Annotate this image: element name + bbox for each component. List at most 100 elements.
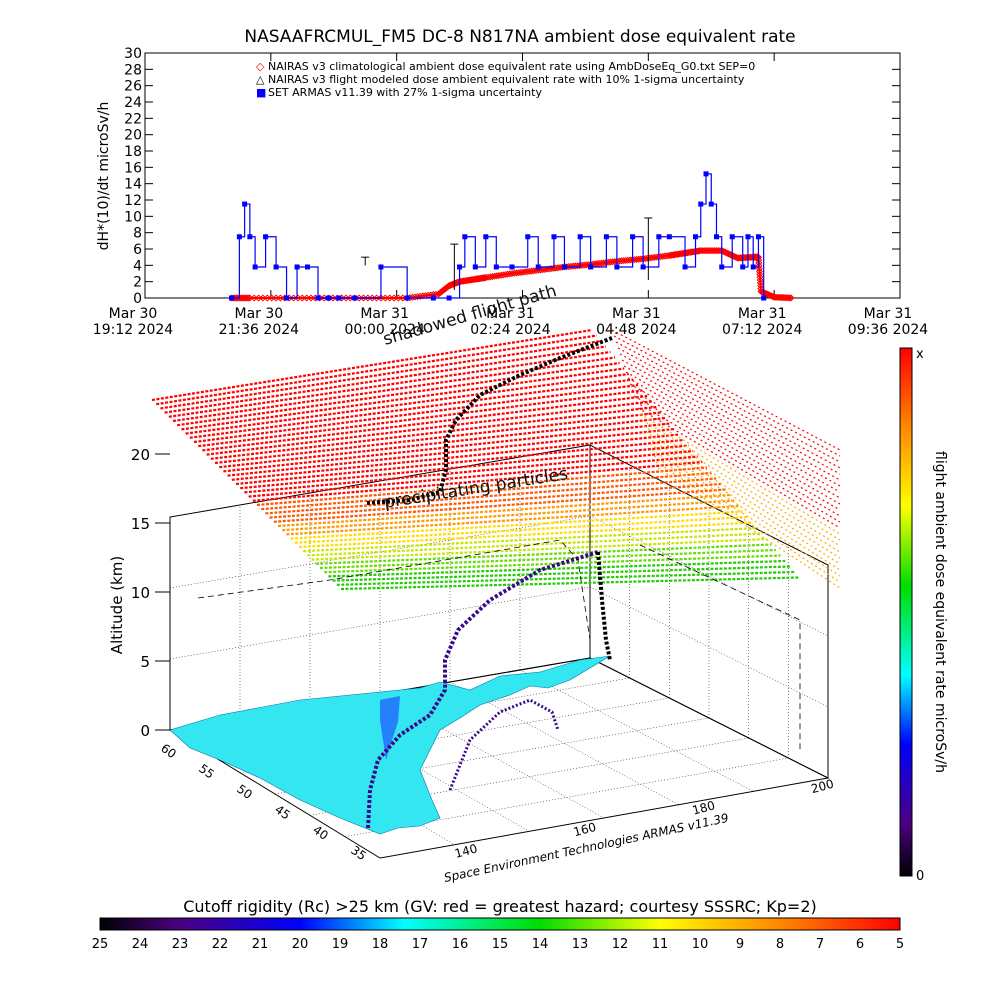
series-nairas-point <box>259 294 267 302</box>
series-nairas-point <box>386 294 394 302</box>
horizontal-colorbar-tick-label: 13 <box>572 937 589 952</box>
latitude-tick-label: 50 <box>234 782 255 802</box>
particle-band-line <box>311 537 767 561</box>
y-tick-label: 14 <box>124 177 142 193</box>
wall-grid-line <box>589 586 829 708</box>
particle-band-line <box>240 444 689 490</box>
horizontal-colorbar-tick-label: 23 <box>172 937 189 952</box>
horizontal-colorbar-tick-label: 22 <box>212 937 229 952</box>
series-armas-point <box>326 295 332 301</box>
series-armas-point <box>305 264 311 270</box>
particle-band-line <box>185 372 629 435</box>
wall-grid-line <box>589 444 829 566</box>
series-nairas-point <box>390 294 398 302</box>
back-wall-right <box>589 444 829 779</box>
series-nairas-point <box>355 294 363 302</box>
horizontal-colorbar <box>99 917 901 931</box>
particle-side-line <box>641 419 841 541</box>
y-tick-label: 0 <box>133 291 142 307</box>
particle-band-line <box>294 515 749 544</box>
x-tick-label-date: Mar 31 <box>738 306 787 322</box>
particle-band-line <box>193 383 639 444</box>
particle-side-line <box>621 359 841 481</box>
particle-band-line <box>168 350 611 418</box>
particle-band-line <box>181 367 625 431</box>
altitude-ticks: 0 5 10 15 20 <box>131 446 170 740</box>
series-nairas-point <box>329 294 337 302</box>
vertical-colorbar-bottom-label: 0 <box>916 869 924 884</box>
series-nairas-point <box>290 294 298 302</box>
horizontal-colorbar-tick-label: 5 <box>896 937 904 952</box>
particle-band-line <box>273 488 726 523</box>
particle-side-line <box>633 395 841 517</box>
series-armas-point <box>630 234 636 240</box>
particle-band-line <box>277 493 731 528</box>
altitude-tick-label: 20 <box>131 446 150 464</box>
particle-band-line <box>286 504 740 536</box>
series-armas-point <box>719 264 725 270</box>
horizontal-colorbar-tick-label: 9 <box>736 937 744 952</box>
series-armas-point <box>698 201 704 207</box>
particle-band-line <box>315 543 772 565</box>
longitude-tick-label: 180 <box>691 798 717 817</box>
particle-band-line <box>252 460 703 502</box>
series-nairas-point <box>263 294 271 302</box>
altitude-tick-label: 0 <box>140 722 150 740</box>
latitude-tick-label: 45 <box>272 802 293 822</box>
series-armas-point <box>294 264 300 270</box>
particle-band-line <box>265 477 717 515</box>
particle-band-line <box>210 405 657 460</box>
series-armas-point <box>252 264 258 270</box>
series-armas-point <box>603 234 609 240</box>
horizontal-colorbar-tick-label: 6 <box>856 937 864 952</box>
particle-band-line <box>227 427 675 477</box>
latitude-tick-label: 35 <box>348 843 369 863</box>
series-nairas-point <box>244 294 252 302</box>
series-nairas-point <box>276 294 284 302</box>
particle-side-line <box>651 449 841 571</box>
particle-band-line <box>160 339 602 410</box>
legend-symbol: ■ <box>256 86 266 99</box>
series-armas-point <box>703 171 709 177</box>
horizontal-colorbar-tick-label: 20 <box>292 937 309 952</box>
series-armas-point <box>750 264 756 270</box>
particle-band-line <box>248 455 698 498</box>
longitude-ticks: 140 160 180 200 <box>453 777 835 861</box>
series-armas-point <box>315 295 321 301</box>
particle-band-line <box>261 471 712 511</box>
x-tick-label-date: Mar 31 <box>486 306 535 322</box>
horizontal-colorbar-tick-label: 25 <box>92 937 109 952</box>
series-nairas-point <box>342 294 350 302</box>
series-armas-point <box>656 234 662 240</box>
horizontal-colorbar-tick-label: 8 <box>776 937 784 952</box>
series-nairas-point <box>272 294 280 302</box>
y-tick-label: 6 <box>133 242 142 258</box>
floor-grid-line <box>519 669 754 792</box>
x-tick-label-time: 02:24 2024 <box>470 322 551 338</box>
particle-band-line <box>151 328 593 402</box>
series-armas-point <box>404 295 410 301</box>
particle-side-line <box>657 467 841 589</box>
particle-band-line <box>223 422 671 473</box>
x-tick-label-time: 21:36 2024 <box>219 322 300 338</box>
longitude-tick-label: 200 <box>810 777 836 796</box>
particle-side-line <box>653 455 841 577</box>
series-armas-point <box>535 264 541 270</box>
series-nairas-point <box>346 294 354 302</box>
x-tick-label-time: 19:12 2024 <box>93 322 174 338</box>
particle-band-line <box>206 400 652 456</box>
series-armas-point <box>682 264 688 270</box>
particle-band-line <box>244 449 694 494</box>
horizontal-colorbar-tick-label: 12 <box>612 937 629 952</box>
x-tick-label-date: Mar 30 <box>234 306 283 322</box>
series-nairas-point <box>359 294 367 302</box>
particle-band-line <box>328 559 786 578</box>
y-tick-label: 24 <box>124 95 142 111</box>
series-nairas-point <box>255 294 263 302</box>
series-nairas-point <box>303 294 311 302</box>
series-armas-point <box>740 264 746 270</box>
series-nairas-point <box>320 294 328 302</box>
series-armas-point <box>462 234 468 240</box>
particle-band-line <box>298 521 754 549</box>
